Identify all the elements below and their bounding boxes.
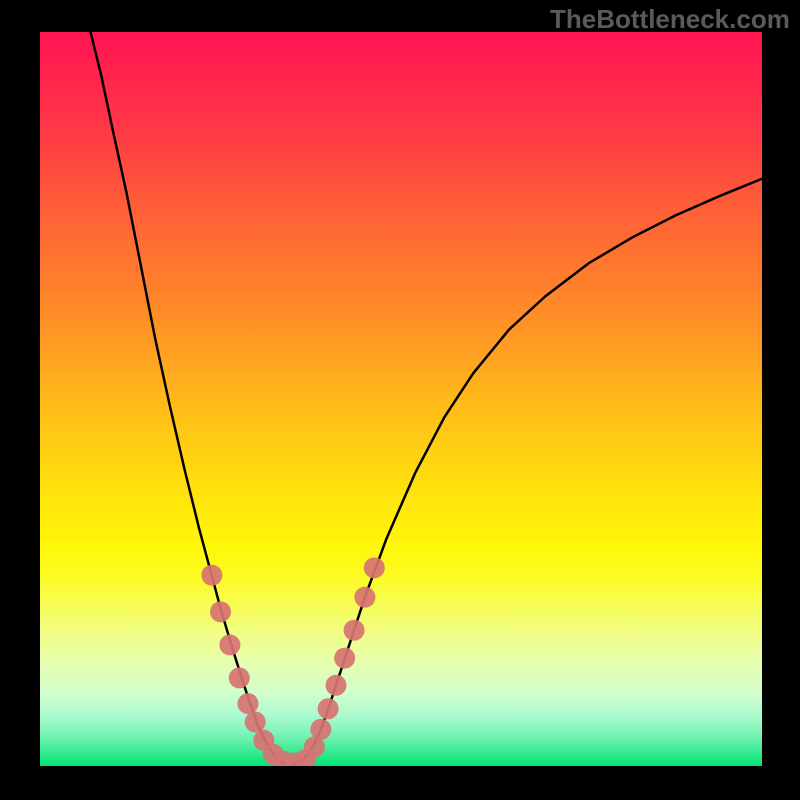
data-marker (210, 601, 231, 622)
plot-svg (40, 32, 762, 766)
data-marker (364, 557, 385, 578)
data-marker (354, 587, 375, 608)
chart-canvas: TheBottleneck.com (0, 0, 800, 800)
plot-area (40, 32, 762, 766)
data-marker (326, 675, 347, 696)
watermark-text: TheBottleneck.com (550, 4, 790, 35)
gradient-background (40, 32, 762, 766)
data-marker (310, 719, 331, 740)
data-marker (245, 711, 266, 732)
data-marker (318, 698, 339, 719)
data-marker (229, 667, 250, 688)
data-marker (344, 620, 365, 641)
data-marker (201, 565, 222, 586)
data-marker (237, 693, 258, 714)
data-marker (334, 648, 355, 669)
data-marker (219, 634, 240, 655)
